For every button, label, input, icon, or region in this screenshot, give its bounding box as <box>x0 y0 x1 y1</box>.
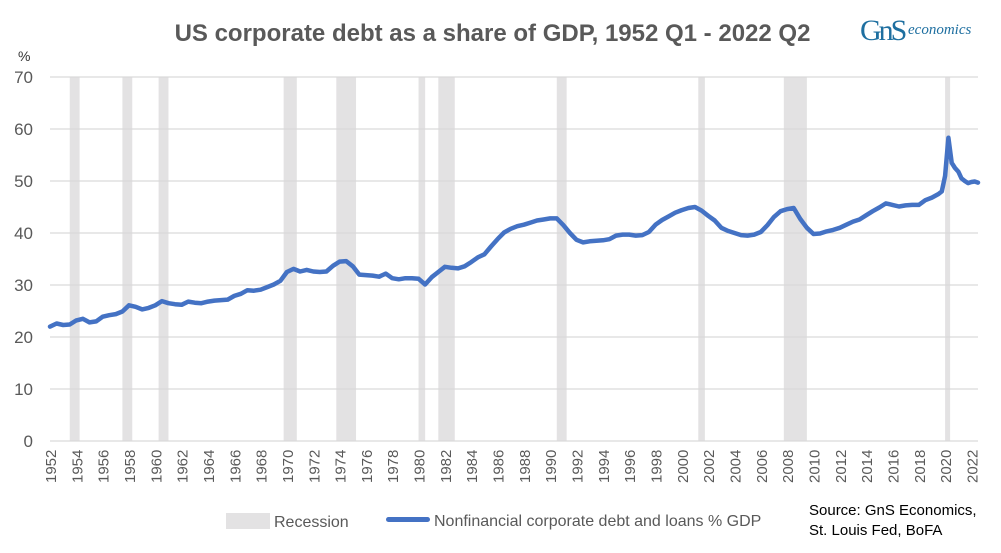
source-line-1: Source: GnS Economics, <box>809 502 977 519</box>
x-tick-label-2004: 2004 <box>727 450 744 483</box>
y-axis-unit-label: % <box>18 48 31 64</box>
x-tick-label-1998: 1998 <box>649 450 666 483</box>
x-tick-label-1968: 1968 <box>254 450 271 483</box>
chart-title: US corporate debt as a share of GDP, 195… <box>0 20 1001 48</box>
recession-band-10 <box>945 77 951 441</box>
legend-label-line: Nonfinancial corporate debt and loans % … <box>434 513 762 530</box>
x-tick-label-2010: 2010 <box>806 450 823 483</box>
x-tick-label-1982: 1982 <box>438 450 455 483</box>
recession-band-0 <box>69 77 80 441</box>
x-tick-label-2000: 2000 <box>675 450 692 483</box>
x-tick-label-2008: 2008 <box>780 450 797 483</box>
x-tick-label-2014: 2014 <box>859 450 876 483</box>
gns-economics-logo: GnS economics <box>860 14 990 54</box>
x-tick-label-1990: 1990 <box>543 450 560 483</box>
x-tick-label-1994: 1994 <box>596 450 613 483</box>
x-tick-label-1958: 1958 <box>122 450 139 483</box>
recession-band-7 <box>556 77 567 441</box>
x-tick-label-1970: 1970 <box>280 450 297 483</box>
recession-band-9 <box>783 77 807 441</box>
x-tick-label-2022: 2022 <box>964 450 981 483</box>
legend-label-recession: Recession <box>274 514 349 531</box>
legend-swatch-recession <box>226 513 270 529</box>
x-tick-label-1964: 1964 <box>201 450 218 483</box>
recession-band-2 <box>158 77 169 441</box>
x-tick-label-1992: 1992 <box>570 450 587 483</box>
recession-band-5 <box>418 77 426 441</box>
x-tick-label-1978: 1978 <box>385 450 402 483</box>
recession-bands <box>69 77 951 441</box>
logo-mark: GnS <box>860 14 907 47</box>
recession-band-8 <box>698 77 705 441</box>
x-tick-label-1996: 1996 <box>622 450 639 483</box>
x-tick-label-1952: 1952 <box>43 450 60 483</box>
x-tick-label-1962: 1962 <box>175 450 192 483</box>
gridlines <box>50 76 978 442</box>
source-line-2: St. Louis Fed, BoFA <box>809 522 943 539</box>
x-tick-label-1980: 1980 <box>412 450 429 483</box>
x-tick-label-2018: 2018 <box>912 450 929 483</box>
x-tick-label-2002: 2002 <box>701 450 718 483</box>
recession-band-3 <box>283 77 297 441</box>
legend-item-debt-line: Nonfinancial corporate debt and loans % … <box>386 513 761 531</box>
x-tick-label-1986: 1986 <box>491 450 508 483</box>
legend-swatch-line <box>386 517 430 522</box>
source-note: Source: GnS Economics, St. Louis Fed, Bo… <box>809 501 977 541</box>
x-tick-label-1960: 1960 <box>148 450 165 483</box>
y-tick-label-60: 60 <box>14 120 33 139</box>
x-tick-label-1988: 1988 <box>517 450 534 483</box>
y-tick-label-30: 30 <box>14 276 33 295</box>
x-tick-label-1954: 1954 <box>69 450 86 483</box>
x-tick-label-2012: 2012 <box>833 450 850 483</box>
y-tick-label-20: 20 <box>14 328 33 347</box>
x-axis-ticks: 1952 1954 1956 1958 1960 1962 1964 1966 1968 1970… <box>43 450 981 483</box>
x-tick-label-2020: 2020 <box>938 450 955 483</box>
x-tick-label-1984: 1984 <box>464 450 481 483</box>
y-axis-ticks: 0 10 20 30 40 50 60 70 <box>14 68 33 451</box>
y-tick-label-10: 10 <box>14 380 33 399</box>
y-tick-label-40: 40 <box>14 224 33 243</box>
y-tick-label-70: 70 <box>14 68 33 87</box>
x-tick-label-2006: 2006 <box>754 450 771 483</box>
x-tick-label-1976: 1976 <box>359 450 376 483</box>
x-tick-label-1966: 1966 <box>227 450 244 483</box>
y-tick-label-0: 0 <box>24 432 33 451</box>
legend-item-recession: Recession <box>226 513 349 532</box>
y-tick-label-50: 50 <box>14 172 33 191</box>
chart-title-text: US corporate debt as a share of GDP, 195… <box>174 20 811 47</box>
x-tick-label-1956: 1956 <box>96 450 113 483</box>
series-line-corporate-debt <box>47 135 981 329</box>
logo-text: economics <box>908 22 972 38</box>
x-tick-label-1972: 1972 <box>306 450 323 483</box>
recession-band-1 <box>122 77 133 441</box>
x-tick-label-2016: 2016 <box>885 450 902 483</box>
x-tick-label-1974: 1974 <box>333 450 350 483</box>
recession-band-6 <box>438 77 455 441</box>
